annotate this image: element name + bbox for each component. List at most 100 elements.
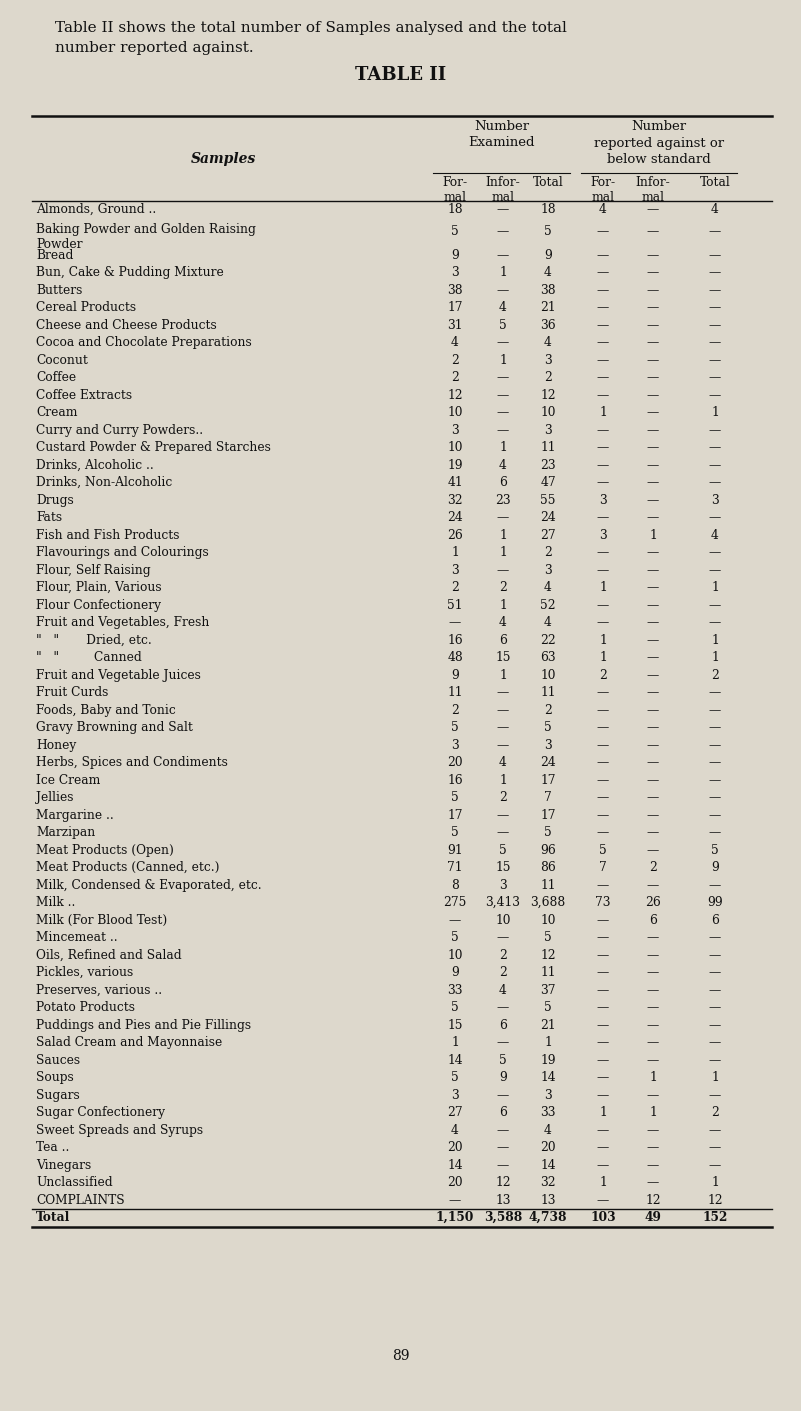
Text: —: — — [647, 931, 659, 944]
Text: 1: 1 — [599, 1106, 607, 1119]
Text: 13: 13 — [540, 1194, 556, 1206]
Text: —: — — [709, 598, 721, 612]
Text: —: — — [647, 511, 659, 525]
Text: —: — — [647, 686, 659, 700]
Text: —: — — [597, 773, 609, 787]
Text: Baking Powder and Golden Raising: Baking Powder and Golden Raising — [36, 223, 256, 236]
Text: —: — — [647, 704, 659, 717]
Text: 55: 55 — [540, 494, 556, 507]
Text: 2: 2 — [649, 861, 657, 875]
Text: 12: 12 — [495, 1177, 511, 1189]
Text: 2: 2 — [451, 581, 459, 594]
Text: 1: 1 — [499, 442, 507, 454]
Text: —: — — [709, 1054, 721, 1067]
Text: —: — — [497, 739, 509, 752]
Text: 1: 1 — [711, 406, 718, 419]
Text: 24: 24 — [540, 756, 556, 769]
Text: For-
mal: For- mal — [442, 176, 468, 205]
Text: 99: 99 — [707, 896, 723, 909]
Text: 21: 21 — [540, 302, 556, 315]
Text: —: — — [709, 354, 721, 367]
Text: —: — — [449, 914, 461, 927]
Text: 4: 4 — [451, 1123, 459, 1137]
Text: Sauces: Sauces — [36, 1054, 80, 1067]
Text: Preserves, various ..: Preserves, various .. — [36, 983, 162, 996]
Text: 6: 6 — [711, 914, 719, 927]
Text: 11: 11 — [540, 967, 556, 979]
Text: —: — — [597, 617, 609, 629]
Text: —: — — [597, 598, 609, 612]
Text: —: — — [647, 477, 659, 490]
Text: —: — — [597, 1054, 609, 1067]
Text: 16: 16 — [447, 773, 463, 787]
Text: 1: 1 — [649, 1106, 657, 1119]
Text: —: — — [647, 598, 659, 612]
Text: 15: 15 — [447, 1019, 463, 1031]
Text: 20: 20 — [540, 1141, 556, 1154]
Text: Fats: Fats — [36, 511, 62, 525]
Text: 6: 6 — [499, 634, 507, 646]
Text: —: — — [497, 1141, 509, 1154]
Text: 89: 89 — [392, 1349, 410, 1363]
Text: 5: 5 — [451, 1071, 459, 1084]
Text: —: — — [709, 1002, 721, 1015]
Text: —: — — [647, 1141, 659, 1154]
Text: 2: 2 — [499, 792, 507, 804]
Text: —: — — [597, 354, 609, 367]
Text: —: — — [647, 967, 659, 979]
Text: 12: 12 — [540, 948, 556, 962]
Text: 9: 9 — [451, 669, 459, 682]
Text: Foods, Baby and Tonic: Foods, Baby and Tonic — [36, 704, 175, 717]
Text: Curry and Curry Powders..: Curry and Curry Powders.. — [36, 423, 203, 437]
Text: —: — — [647, 406, 659, 419]
Text: 1: 1 — [499, 267, 507, 279]
Text: 19: 19 — [540, 1054, 556, 1067]
Text: 7: 7 — [544, 792, 552, 804]
Text: —: — — [647, 773, 659, 787]
Text: —: — — [647, 203, 659, 216]
Text: 2: 2 — [451, 704, 459, 717]
Text: 22: 22 — [540, 634, 556, 646]
Text: —: — — [647, 354, 659, 367]
Text: —: — — [709, 477, 721, 490]
Text: —: — — [647, 494, 659, 507]
Text: —: — — [709, 1141, 721, 1154]
Text: —: — — [647, 844, 659, 856]
Text: Flour, Self Raising: Flour, Self Raising — [36, 564, 151, 577]
Text: Tea ..: Tea .. — [36, 1141, 70, 1154]
Text: 10: 10 — [495, 914, 511, 927]
Text: 23: 23 — [540, 459, 556, 471]
Text: 5: 5 — [544, 224, 552, 237]
Text: "   "         Canned: " " Canned — [36, 652, 142, 665]
Text: —: — — [647, 389, 659, 402]
Text: —: — — [597, 442, 609, 454]
Text: —: — — [597, 423, 609, 437]
Text: Infor-
mal: Infor- mal — [485, 176, 521, 205]
Text: 5: 5 — [451, 931, 459, 944]
Text: 6: 6 — [499, 477, 507, 490]
Text: —: — — [597, 336, 609, 350]
Text: —: — — [709, 267, 721, 279]
Text: —: — — [597, 914, 609, 927]
Text: —: — — [709, 983, 721, 996]
Text: 48: 48 — [447, 652, 463, 665]
Text: 3,588: 3,588 — [484, 1211, 522, 1225]
Text: —: — — [597, 546, 609, 559]
Text: 91: 91 — [447, 844, 463, 856]
Text: 2: 2 — [451, 371, 459, 384]
Text: 1: 1 — [451, 546, 459, 559]
Text: 4: 4 — [499, 983, 507, 996]
Text: COMPLAINTS: COMPLAINTS — [36, 1194, 125, 1206]
Text: Cereal Products: Cereal Products — [36, 302, 136, 315]
Text: —: — — [709, 423, 721, 437]
Text: Cheese and Cheese Products: Cheese and Cheese Products — [36, 319, 217, 332]
Text: —: — — [647, 809, 659, 821]
Text: —: — — [497, 406, 509, 419]
Text: 1: 1 — [649, 529, 657, 542]
Text: —: — — [597, 477, 609, 490]
Text: —: — — [597, 1194, 609, 1206]
Text: 5: 5 — [544, 931, 552, 944]
Text: 12: 12 — [540, 389, 556, 402]
Text: 1: 1 — [499, 598, 507, 612]
Text: —: — — [497, 809, 509, 821]
